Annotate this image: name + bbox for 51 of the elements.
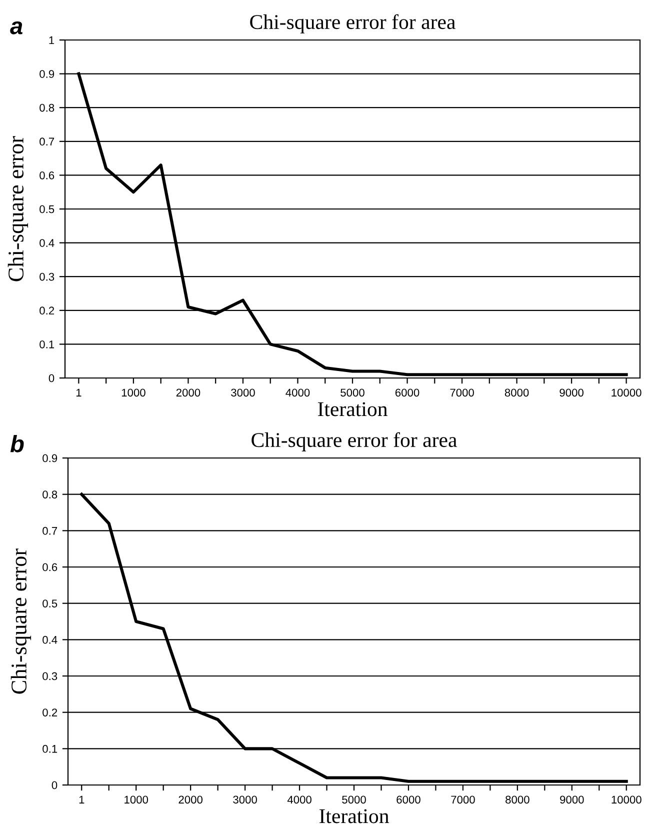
- chart-title: Chi-square error for area: [250, 14, 456, 34]
- x-tick-label: 7000: [451, 796, 475, 804]
- x-tick-label: 3000: [233, 796, 257, 804]
- y-tick-label: 0.8: [40, 104, 54, 112]
- y-tick-label: 0.3: [40, 272, 54, 281]
- x-axis-title: Iteration: [319, 809, 389, 824]
- chart-title: Chi-square error for area: [252, 432, 457, 452]
- y-tick-label: 0.1: [40, 340, 54, 348]
- y-axis-title: Chi-square error: [10, 548, 32, 694]
- y-tick-label: 0.2: [40, 306, 54, 315]
- y-tick-label: 0.5: [40, 205, 54, 214]
- x-axis-title: Iteration: [318, 402, 388, 416]
- x-tick-label: 6000: [396, 796, 420, 804]
- y-axis-title: Chi-square error: [8, 136, 28, 282]
- y-tick-label: 0.2: [42, 708, 58, 716]
- x-tick-label: 6000: [395, 388, 420, 397]
- x-tick-label: 7000: [450, 388, 474, 397]
- x-tick-label: 5000: [342, 796, 366, 804]
- y-tick-label: 0.9: [40, 70, 54, 78]
- y-tick-label: 0.7: [42, 526, 58, 535]
- y-tick-label: 0.8: [42, 490, 58, 498]
- y-tick-label: 0.1: [42, 744, 58, 753]
- x-tick-label: 1: [79, 796, 84, 804]
- x-tick-label: 9000: [560, 796, 584, 804]
- x-tick-label: 1: [76, 388, 82, 396]
- x-tick-label: 4000: [286, 388, 310, 397]
- x-tick-label: 8000: [504, 388, 529, 397]
- y-tick-label: 0.6: [40, 171, 54, 180]
- y-tick-label: 0.4: [40, 239, 54, 247]
- x-tick-label: 1000: [122, 388, 146, 397]
- y-tick-label: 0: [48, 374, 54, 382]
- y-tick-label: 1: [49, 36, 54, 44]
- y-tick-label: 0.5: [42, 600, 58, 608]
- x-tick-label: 2000: [178, 796, 202, 804]
- y-tick-label: 0.6: [42, 563, 58, 572]
- x-tick-label: 3000: [231, 388, 255, 397]
- x-tick-label: 9000: [560, 388, 584, 397]
- text: a: [10, 21, 22, 34]
- x-tick-label: 10000: [612, 388, 642, 397]
- x-tick-label: 8000: [506, 796, 530, 804]
- text: b: [10, 434, 24, 452]
- y-tick-label: 0.7: [40, 138, 54, 146]
- x-tick-label: 1000: [124, 796, 148, 804]
- y-tick-label: 0: [52, 781, 58, 790]
- x-tick-label: 4000: [287, 796, 312, 804]
- y-tick-label: 0.3: [42, 672, 58, 680]
- x-tick-label: 2000: [176, 388, 200, 397]
- y-tick-label: 0.9: [42, 454, 58, 462]
- y-tick-label: 0.4: [42, 636, 58, 644]
- x-tick-label: 10000: [612, 796, 642, 804]
- x-tick-label: 5000: [340, 388, 364, 397]
